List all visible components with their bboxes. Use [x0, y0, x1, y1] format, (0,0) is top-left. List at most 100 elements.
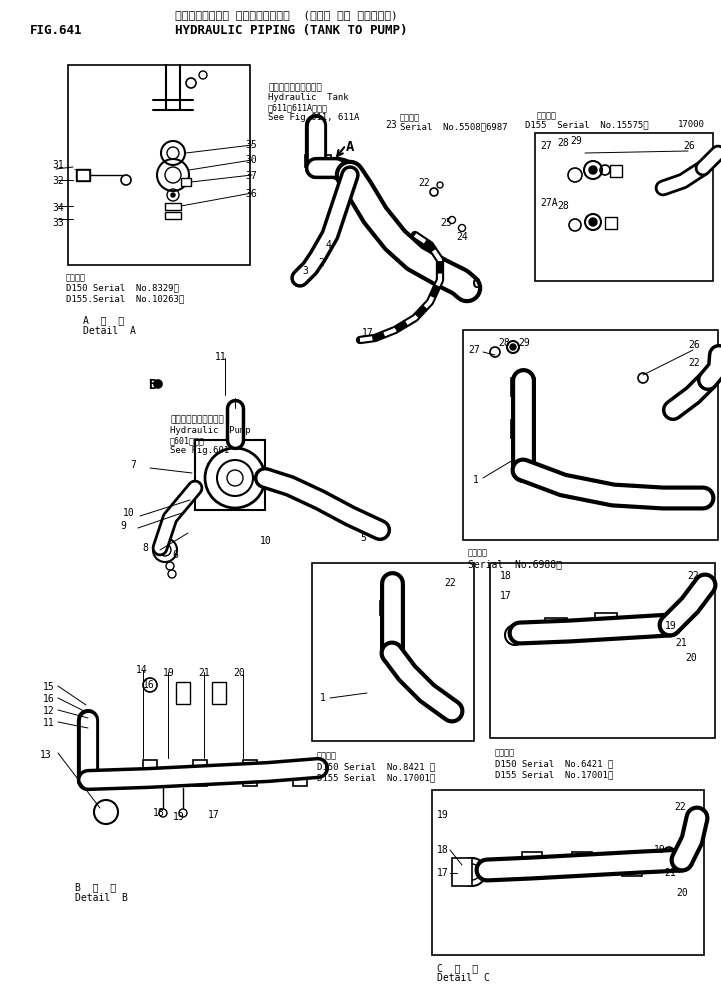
Text: Hydraulic  Tank: Hydraulic Tank — [268, 93, 349, 102]
Text: 33: 33 — [52, 218, 63, 228]
Text: Detail  C: Detail C — [437, 973, 490, 983]
Bar — [605, 217, 617, 229]
Text: 28: 28 — [498, 338, 510, 348]
Bar — [490, 563, 715, 738]
Text: 31: 31 — [52, 160, 63, 170]
Circle shape — [589, 218, 597, 226]
Text: 34: 34 — [52, 203, 63, 213]
Text: 17: 17 — [362, 328, 373, 338]
Text: A  詳  細: A 詳 細 — [83, 315, 124, 325]
Text: ハイト゜ロリック ハ゜イヒ゜ンク゜  (タンク カラ ホ゜ンフ゜): ハイト゜ロリック ハ゜イヒ゜ンク゜ (タンク カラ ホ゜ンフ゜) — [175, 10, 398, 20]
Text: 26: 26 — [683, 141, 695, 151]
Text: 28: 28 — [557, 138, 569, 148]
Bar — [511, 420, 535, 438]
Text: See Fig.601: See Fig.601 — [170, 446, 229, 455]
Text: B: B — [148, 378, 156, 392]
Text: D150 Serial  No.6421 〜: D150 Serial No.6421 〜 — [495, 759, 614, 768]
Text: FIG.641: FIG.641 — [30, 24, 82, 37]
Text: 19: 19 — [654, 845, 665, 855]
Bar — [193, 760, 207, 786]
Text: 19: 19 — [173, 812, 185, 822]
Text: 19: 19 — [163, 668, 174, 678]
Bar — [305, 155, 331, 167]
Text: 11: 11 — [43, 718, 55, 728]
Text: 29: 29 — [570, 136, 582, 146]
Text: 適用号機: 適用号機 — [317, 751, 337, 760]
Text: 28: 28 — [557, 201, 569, 211]
Text: See Fig.611, 611A: See Fig.611, 611A — [268, 113, 359, 122]
Bar — [452, 858, 472, 886]
Text: 20: 20 — [685, 653, 696, 663]
Bar — [432, 790, 704, 955]
Bar — [76, 169, 90, 181]
Bar — [165, 212, 181, 219]
Text: 18: 18 — [153, 808, 165, 818]
Text: 17: 17 — [208, 810, 220, 820]
Text: 27: 27 — [468, 345, 479, 355]
Bar — [545, 618, 567, 642]
Text: 17000: 17000 — [678, 120, 705, 129]
Text: 適用号機: 適用号機 — [537, 111, 557, 120]
Text: 16: 16 — [143, 680, 155, 690]
Text: 30: 30 — [245, 155, 257, 165]
Text: 37: 37 — [245, 171, 257, 181]
Bar — [68, 65, 250, 265]
Text: 10: 10 — [260, 536, 272, 546]
Text: 18: 18 — [500, 571, 512, 581]
Text: 13: 13 — [40, 750, 52, 760]
Text: D155 Serial  No.17001〜: D155 Serial No.17001〜 — [495, 770, 614, 779]
Text: ハイドロリックポンプ: ハイドロリックポンプ — [170, 415, 224, 424]
Text: 21: 21 — [675, 638, 686, 648]
Bar — [181, 178, 191, 186]
Bar — [535, 133, 713, 281]
Text: ハイドロリックタンク: ハイドロリックタンク — [268, 83, 322, 92]
Circle shape — [589, 166, 597, 174]
Text: 27: 27 — [540, 141, 552, 151]
Text: 17: 17 — [500, 591, 512, 601]
Text: 適用号機: 適用号機 — [495, 748, 515, 757]
Text: Hydraulic  Pump: Hydraulic Pump — [170, 426, 251, 435]
Text: 22: 22 — [418, 178, 430, 188]
Text: 35: 35 — [245, 140, 257, 150]
Bar — [143, 760, 157, 786]
Text: Detail  A: Detail A — [83, 326, 136, 336]
Text: 適用号機: 適用号機 — [400, 113, 420, 122]
Text: C: C — [472, 277, 480, 291]
Text: 12: 12 — [43, 706, 55, 716]
Text: 6: 6 — [172, 550, 178, 560]
Text: 第611、611A図参照: 第611、611A図参照 — [268, 103, 328, 112]
Text: 27A: 27A — [540, 198, 557, 208]
Text: A: A — [346, 140, 355, 154]
Text: 22: 22 — [687, 571, 699, 581]
Text: 15: 15 — [43, 682, 55, 692]
Text: D150 Serial  No.8329〜: D150 Serial No.8329〜 — [66, 283, 179, 292]
Text: 25: 25 — [440, 218, 452, 228]
Circle shape — [154, 380, 162, 388]
Text: 18: 18 — [437, 845, 448, 855]
Bar — [165, 203, 181, 210]
Text: 20: 20 — [233, 668, 244, 678]
Circle shape — [510, 344, 516, 350]
Bar — [380, 601, 404, 615]
Text: 21: 21 — [198, 668, 210, 678]
Text: 適用号機: 適用号機 — [66, 273, 86, 282]
Text: D155.Serial  No.10263〜: D155.Serial No.10263〜 — [66, 294, 185, 303]
Text: 24: 24 — [456, 232, 468, 242]
Text: 7: 7 — [130, 460, 136, 470]
Bar — [312, 563, 474, 741]
Bar — [595, 613, 617, 637]
Text: D155 Serial  No.17001〜: D155 Serial No.17001〜 — [317, 773, 435, 782]
Text: Serial  No.5508〔6987: Serial No.5508〔6987 — [400, 122, 508, 131]
Text: B  詳  細: B 詳 細 — [75, 882, 116, 892]
Bar — [78, 171, 88, 179]
Bar — [176, 682, 190, 704]
Bar — [610, 165, 622, 177]
Bar — [522, 852, 542, 876]
Text: 23: 23 — [385, 120, 397, 130]
Text: 22: 22 — [444, 578, 456, 588]
Text: 3: 3 — [302, 266, 308, 276]
Text: 16: 16 — [43, 694, 55, 704]
Text: Serial  No.6988〜: Serial No.6988〜 — [468, 559, 562, 569]
Text: HYDRAULIC PIPING (TANK TO PUMP): HYDRAULIC PIPING (TANK TO PUMP) — [175, 24, 407, 37]
Text: 11: 11 — [215, 352, 226, 362]
